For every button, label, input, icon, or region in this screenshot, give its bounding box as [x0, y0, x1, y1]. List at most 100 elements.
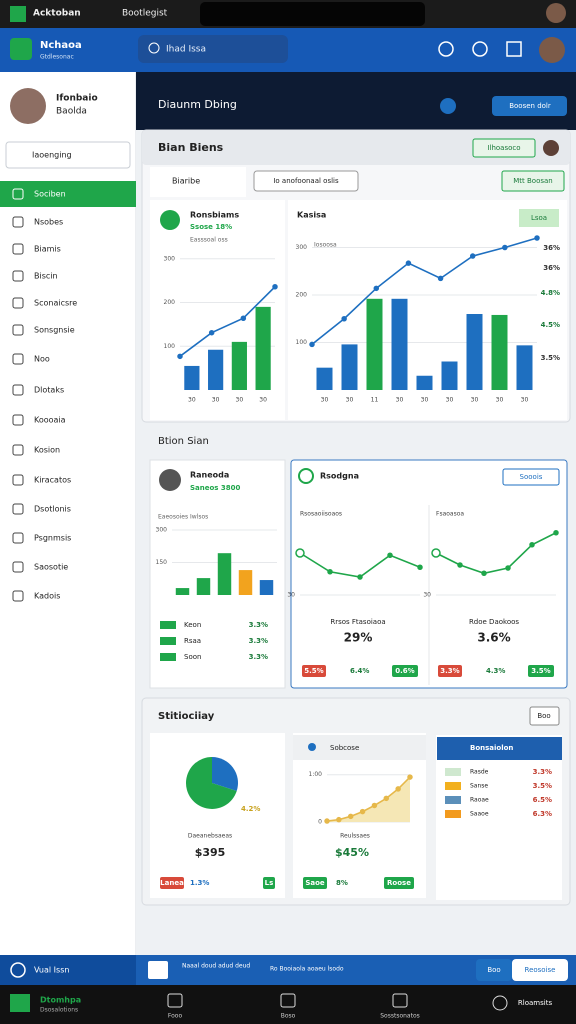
- nav-label[interactable]: Rloamsits: [518, 999, 553, 1007]
- header-avatar[interactable]: [539, 37, 565, 63]
- point: [417, 564, 423, 570]
- menu-icon: [12, 384, 24, 396]
- nav-icon[interactable]: [167, 993, 183, 1008]
- brand: Dtomhpa: [40, 996, 81, 1005]
- card-note: Eaeosoies Iwlsos: [158, 514, 208, 521]
- search-box[interactable]: [138, 35, 288, 63]
- bar: [175, 588, 190, 595]
- sidebar-search[interactable]: [5, 141, 131, 169]
- point: [336, 816, 342, 823]
- card-icon: [308, 743, 316, 751]
- menu-item[interactable]: Sociben: [34, 190, 66, 199]
- button-label[interactable]: Sooois: [520, 473, 543, 481]
- menu-item[interactable]: Saosotie: [34, 563, 68, 572]
- bottom-button[interactable]: [512, 959, 568, 981]
- nav-item[interactable]: Boso: [281, 1013, 296, 1020]
- menu-icon: [12, 503, 24, 515]
- browser-avatar[interactable]: [546, 3, 566, 23]
- table-header: [437, 737, 562, 760]
- button-label[interactable]: Boosen dolr: [509, 102, 551, 110]
- nav-icon[interactable]: [280, 993, 296, 1008]
- menu-item[interactable]: Biamis: [34, 245, 61, 254]
- card-button[interactable]: [502, 468, 560, 486]
- nav-icon[interactable]: [392, 993, 408, 1008]
- tab-label[interactable]: Biaribe: [172, 177, 200, 186]
- user-icon[interactable]: [438, 41, 454, 57]
- menu-item[interactable]: Kadois: [34, 592, 60, 601]
- alert-icon[interactable]: [472, 41, 488, 57]
- top-button[interactable]: [492, 96, 567, 116]
- menu-item[interactable]: Sonsgnsie: [34, 326, 75, 335]
- user-role: Baolda: [56, 107, 87, 117]
- button-label[interactable]: Boo: [487, 966, 500, 974]
- panel-button[interactable]: [472, 138, 536, 158]
- y-tick-label: 300: [296, 244, 308, 251]
- row-value: 6.3%: [533, 810, 552, 818]
- x-tick-label: 30: [446, 397, 454, 404]
- line: [435, 532, 557, 575]
- pill: [392, 665, 418, 677]
- panel-button[interactable]: [529, 706, 560, 726]
- pie-slice: [212, 757, 238, 792]
- brand-sub: Dsosalotions: [40, 1007, 78, 1014]
- pill-label: 3.5%: [531, 667, 550, 675]
- menu-item[interactable]: Dsotlonis: [34, 505, 71, 514]
- pill-label: Ls: [265, 879, 274, 887]
- tab[interactable]: [501, 170, 565, 192]
- menu-item[interactable]: Psgnmsis: [34, 534, 71, 543]
- menu-item[interactable]: Noo: [34, 355, 50, 364]
- menu-item[interactable]: Dlotaks: [34, 386, 64, 395]
- row-label: Keon: [184, 621, 201, 629]
- brand-sub: Gtdlesonac: [40, 54, 74, 61]
- tab[interactable]: [253, 170, 359, 192]
- menu-item[interactable]: Biscin: [34, 272, 58, 281]
- stat-label: Reulssaes: [340, 833, 370, 840]
- card-title: Rsodgna: [320, 472, 359, 481]
- menu-item[interactable]: Koooaia: [34, 416, 66, 425]
- button-label[interactable]: Ilhoasoco: [487, 144, 520, 152]
- bar: [259, 580, 274, 595]
- row-label: Soon: [184, 653, 201, 661]
- x-tick-label: 30: [321, 397, 329, 404]
- menu-item[interactable]: Kiracatos: [34, 476, 71, 485]
- pie-slice: [186, 757, 237, 809]
- menu-icon: [12, 532, 24, 544]
- bar: [491, 314, 508, 390]
- bottom-button[interactable]: [476, 959, 512, 981]
- search-text[interactable]: Ihad Issa: [166, 45, 206, 55]
- menu-item[interactable]: Sconaicsre: [34, 299, 77, 308]
- panel-avatar: [543, 140, 559, 156]
- message-icon[interactable]: [506, 41, 522, 57]
- badge-label: Lsoa: [531, 214, 547, 222]
- tab-active[interactable]: [150, 167, 246, 197]
- nav-item[interactable]: Sosstsonatos: [380, 1013, 420, 1020]
- x-tick-label: 30: [188, 397, 196, 404]
- search-text[interactable]: Iaoenging: [32, 151, 72, 160]
- legend-swatch: [160, 637, 176, 645]
- button-label[interactable]: Reosoise: [525, 966, 556, 974]
- top-icon[interactable]: [440, 98, 456, 114]
- tab-title[interactable]: Acktoban: [33, 9, 81, 19]
- card-title: Kasisa: [297, 211, 326, 220]
- nav-item[interactable]: Fooo: [168, 1013, 183, 1020]
- tab-label[interactable]: Mtt Boosan: [513, 177, 553, 185]
- button-label[interactable]: Boo: [537, 712, 550, 720]
- menu-icon: [12, 353, 24, 365]
- tab-label[interactable]: Io anofoonaal oslis: [273, 177, 339, 185]
- address-bar[interactable]: [200, 2, 425, 26]
- point: [505, 565, 511, 571]
- brand: Nchaoa: [40, 40, 82, 51]
- panel-header: [142, 130, 570, 165]
- stat-label: Daeanebsaeas: [188, 833, 232, 840]
- point: [383, 795, 390, 802]
- point: [324, 818, 330, 824]
- menu-item[interactable]: Nsobes: [34, 218, 63, 227]
- card-icon: [160, 210, 180, 230]
- point: [359, 808, 366, 815]
- bar: [196, 578, 211, 595]
- menu-item[interactable]: Kosion: [34, 446, 60, 455]
- nav-icon[interactable]: [492, 995, 508, 1011]
- menu-icon: [12, 297, 24, 309]
- point: [208, 329, 215, 336]
- tab-title[interactable]: Bootlegist: [122, 9, 168, 19]
